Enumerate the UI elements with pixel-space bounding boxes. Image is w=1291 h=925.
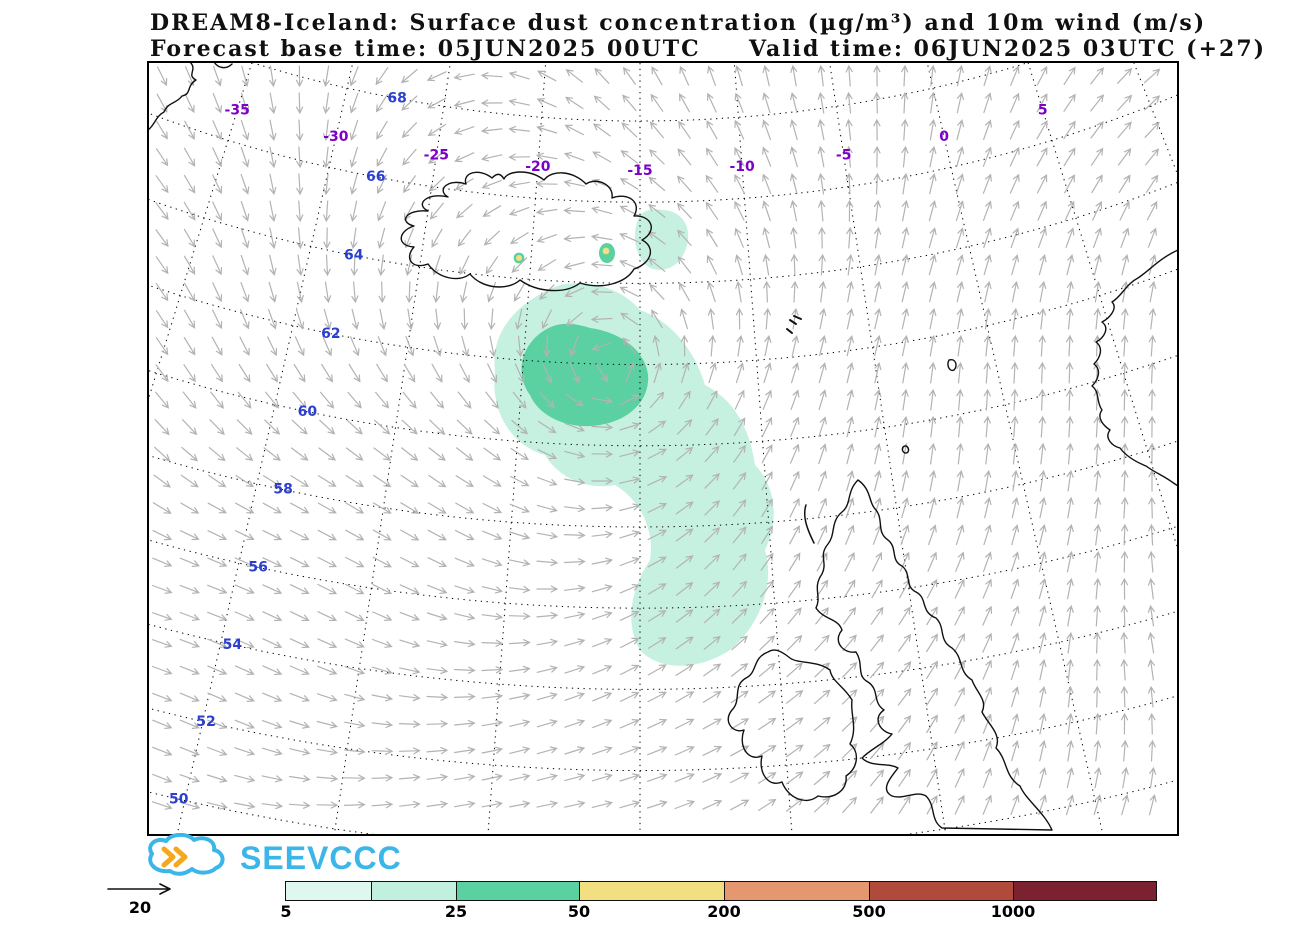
latitude-label: 54 (223, 637, 243, 653)
longitude-label: -5 (836, 148, 852, 164)
map-subtitle-times: Forecast base time: 05JUN2025 00UTC Vali… (150, 36, 1267, 62)
colorbar-segment (286, 882, 371, 900)
longitude-label: 0 (939, 129, 949, 145)
coastline-great-britain (815, 479, 1053, 831)
colorbar-segment (456, 882, 579, 900)
coastline-layer (148, 62, 1178, 831)
latitude-label: 66 (366, 169, 385, 185)
colorbar-segment (579, 882, 724, 900)
latitude-label: 56 (248, 559, 267, 575)
wind-scale-arrow (107, 883, 171, 895)
map-title: DREAM8-Iceland: Surface dust concentrati… (150, 10, 1207, 36)
dust-colorbar (285, 881, 1157, 901)
dust-spot-yellow (602, 247, 610, 255)
longitude-label: -35 (225, 102, 250, 118)
latitude-label: 64 (344, 248, 364, 264)
colorbar-label: 200 (707, 902, 741, 921)
logo-text: SEEVCCC (240, 840, 402, 876)
double-chevron-icon (161, 846, 188, 868)
dust-concentration-layer (494, 209, 774, 666)
seevccc-logo: SEEVCCC (148, 833, 402, 876)
coastline-orkney (901, 445, 910, 454)
coastline-iceland (400, 171, 652, 292)
colorbar-label: 50 (567, 902, 591, 921)
coastline-greenland-2 (213, 62, 233, 69)
wind-scale-value: 20 (128, 898, 152, 917)
longitude-label: -10 (729, 159, 755, 175)
map-frame (147, 61, 1179, 836)
colorbar-label: 25 (444, 902, 468, 921)
coastline-shetland (947, 358, 957, 372)
coastline-faroe-islands (786, 315, 802, 334)
longitude-label: -20 (525, 159, 551, 175)
colorbar-segment (724, 882, 869, 900)
latitude-label: 58 (273, 482, 292, 498)
latitude-label: 68 (387, 91, 406, 107)
coastline-ireland (727, 649, 857, 801)
colorbar-segment (1013, 882, 1156, 900)
longitude-label: -15 (627, 163, 652, 179)
dust-patch-ne-pale (634, 209, 689, 270)
coastline-greenland (148, 62, 197, 131)
colorbar-label: 5 (280, 902, 292, 921)
dust-core-green (521, 323, 649, 427)
latitude-label: 52 (196, 714, 215, 730)
colorbar-segment (869, 882, 1013, 900)
colorbar-label: 1000 (990, 902, 1036, 921)
longitude-label: -30 (323, 129, 349, 145)
latitude-label: 60 (298, 404, 318, 420)
wind-arrows (151, 64, 1161, 816)
coastline-norway (1091, 249, 1178, 487)
dust-spot-w-yellow (516, 255, 522, 261)
cloud-icon (148, 833, 225, 876)
latitude-label: 62 (321, 326, 340, 342)
colorbar-segment (371, 882, 456, 900)
graticule-labels: -35 -30 -25 -20 -15 -10 -5 0 5 68 66 64 62 60 58 56 54 52… (169, 91, 1048, 808)
longitude-label: -25 (424, 148, 449, 164)
latitude-label: 50 (169, 791, 189, 807)
coastline-hebrides (803, 504, 815, 544)
colorbar-label: 500 (852, 902, 886, 921)
longitude-label: 5 (1038, 102, 1048, 118)
wind-arrows-layer (151, 64, 1161, 816)
